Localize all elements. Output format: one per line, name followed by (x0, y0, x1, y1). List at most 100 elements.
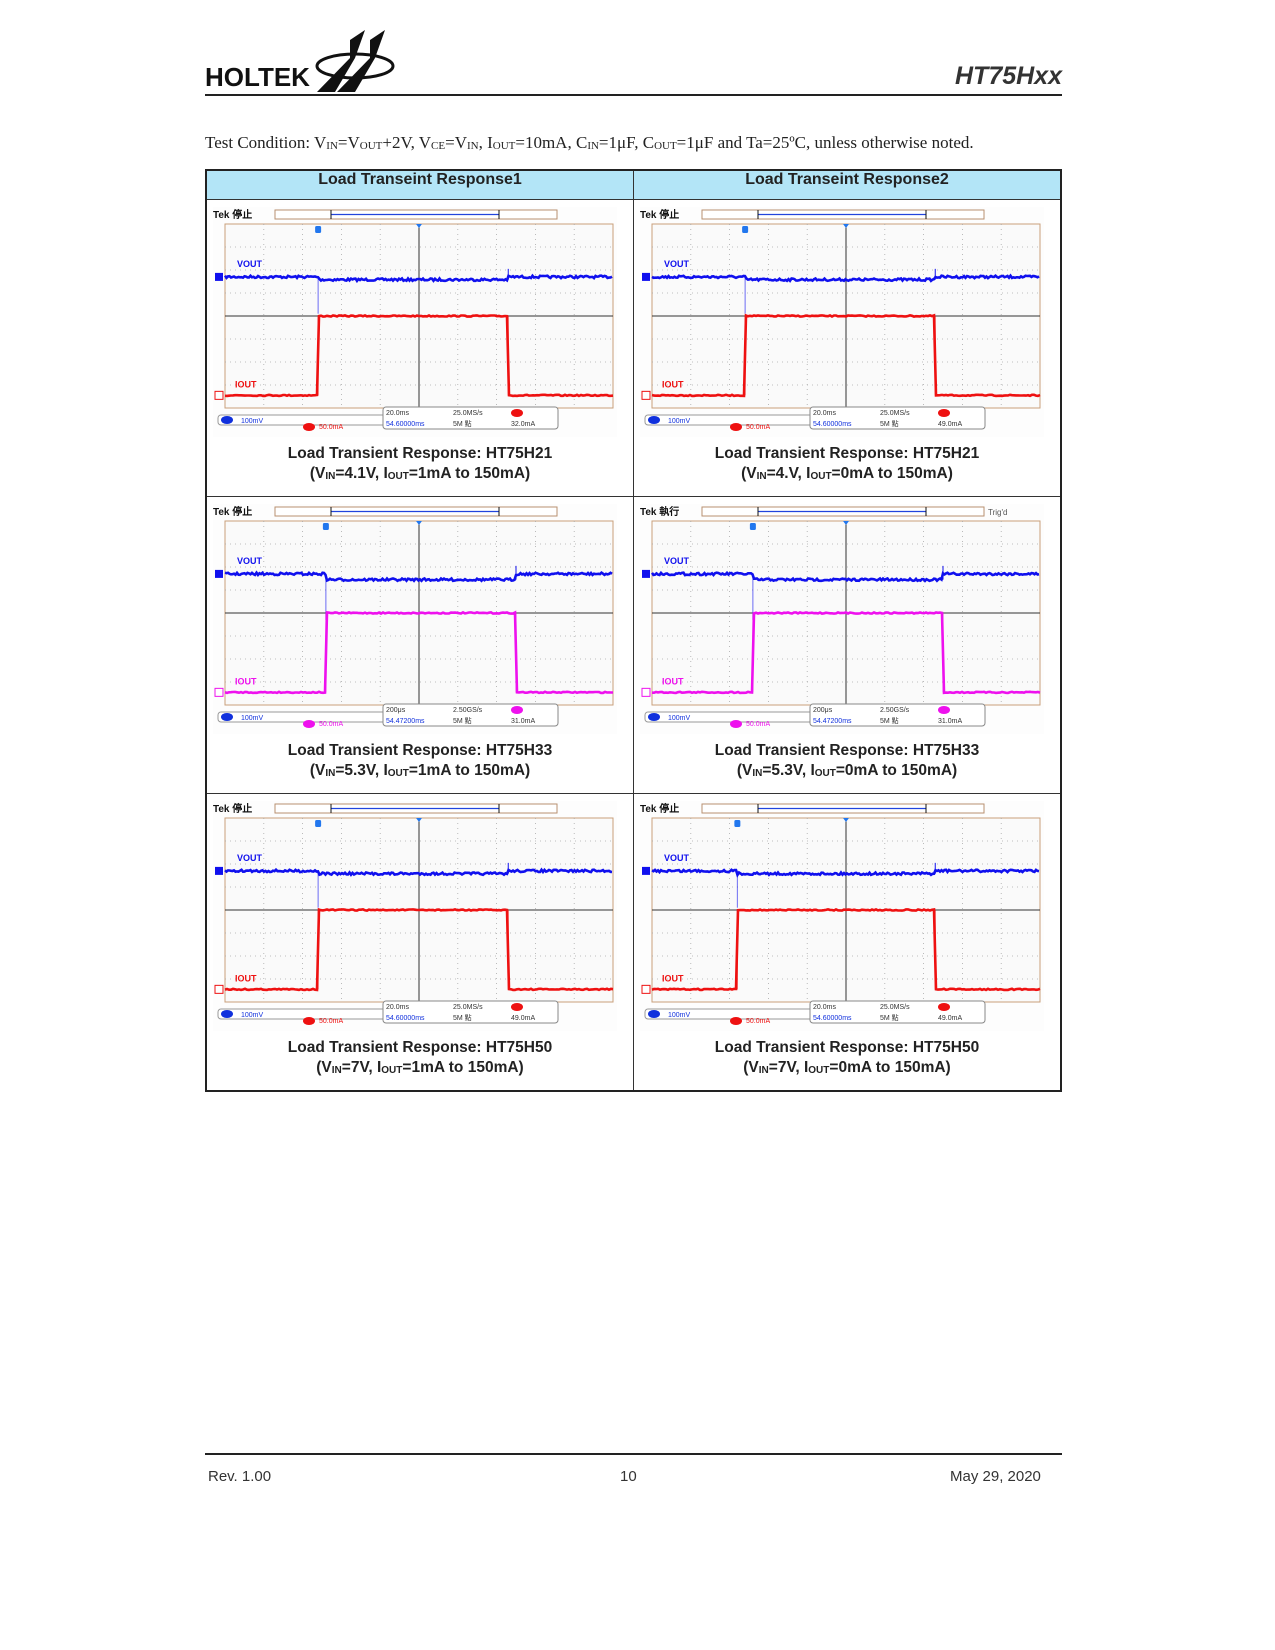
channel-1-scale: 100mV (668, 715, 691, 722)
trigger-level-value: 49.0mA (938, 421, 962, 428)
channel-2-marker (641, 687, 651, 697)
trigger-t-icon (315, 820, 322, 827)
vout-label: VOUT (664, 259, 690, 269)
scope-status-label: Tek 停止 (640, 208, 679, 221)
timebase-value: 200μs (813, 707, 833, 714)
panel-title: Load Transient Response: HT75H50 (714, 1039, 980, 1056)
panel-title: Load Transient Response: HT75H50 (287, 1039, 553, 1056)
channel-2-marker (641, 984, 651, 994)
panel-cell: Tek 執行Trig'd4VOUTIOUT100mV50.0mA200μs2.5… (633, 496, 1062, 794)
panel-cell: Tek 停止2VOUTIOUT100mV50.0mA20.0ms25.0MS/s… (633, 793, 1062, 1092)
vout-trace (651, 868, 1040, 878)
channel-1-marker (642, 569, 650, 578)
sample-rate-value: 25.0MS/s (453, 410, 483, 417)
trigger-source-badge (511, 409, 523, 417)
trigger-t-icon (749, 523, 756, 530)
trigger-source-badge (938, 1003, 950, 1011)
panel-conditions: (VIN=7V, IOUT=1mA to 150mA) (316, 1059, 524, 1076)
vout-trace (224, 867, 613, 877)
channel-2-scale: 50.0mA (746, 721, 770, 728)
channel-1-scale: 100mV (241, 1012, 264, 1019)
footer-page-number: 10 (620, 1468, 637, 1485)
trigger-position-value: 54.60000ms (813, 1015, 852, 1022)
channel-1-scale: 100mV (241, 715, 264, 722)
trigger-position-value: 54.47200ms (813, 718, 852, 725)
iout-label: IOUT (662, 676, 684, 686)
header-rule (205, 94, 1062, 96)
scope-status-label: Tek 執行 (640, 505, 679, 518)
vout-trace (651, 273, 1040, 283)
channel-2-badge (303, 720, 315, 728)
trigger-source-badge (938, 706, 950, 714)
iout-label: IOUT (235, 676, 257, 686)
trigger-position-marker (416, 818, 422, 822)
sample-rate-value: 2.50GS/s (880, 707, 910, 714)
trigger-position-value: 54.60000ms (386, 1015, 425, 1022)
record-length-value: 5M 點 (880, 716, 899, 725)
trigger-level-value: 32.0mA (511, 421, 535, 428)
timebase-value: 20.0ms (386, 410, 409, 417)
channel-1-scale: 100mV (668, 1012, 691, 1019)
channel-2-scale: 50.0mA (746, 1018, 770, 1025)
channel-2-badge (303, 1017, 315, 1025)
channel-2-marker (214, 984, 224, 994)
oscilloscope-screenshot: Tek 執行Trig'd4VOUTIOUT100mV50.0mA200μs2.5… (640, 504, 1044, 734)
iout-trace (652, 610, 1041, 695)
timebase-value: 20.0ms (813, 410, 836, 417)
channel-1-scale: 100mV (241, 418, 264, 425)
scope-status-label: Tek 停止 (213, 505, 252, 518)
channel-2-marker (214, 390, 224, 400)
trigger-level-value: 49.0mA (511, 1015, 535, 1022)
channel-1-badge (221, 416, 233, 424)
channel-1-badge (648, 1010, 660, 1018)
iout-trace (651, 313, 1041, 398)
sample-rate-value: 2.50GS/s (453, 707, 483, 714)
trigger-status: Trig'd (988, 508, 1007, 517)
channel-2-scale: 50.0mA (746, 424, 770, 431)
panel-title: Load Transient Response: HT75H21 (287, 445, 553, 462)
panel-cell: Tek 停止2VOUTIOUT100mV50.0mA20.0ms25.0MS/s… (633, 199, 1062, 497)
trigger-position-value: 54.60000ms (386, 421, 425, 428)
vout-label: VOUT (237, 853, 263, 863)
channel-1-marker (642, 866, 650, 875)
trigger-source-badge (511, 706, 523, 714)
timebase-value: 200μs (386, 707, 406, 714)
oscilloscope-screenshot: Tek 停止4VOUTIOUT100mV50.0mA200μs2.50GS/s5… (213, 504, 617, 734)
trigger-position-marker (416, 521, 422, 525)
channel-1-badge (221, 713, 233, 721)
timebase-value: 20.0ms (386, 1004, 409, 1011)
channel-2-marker (641, 390, 651, 400)
oscilloscope-screenshot: Tek 停止2VOUTIOUT100mV50.0mA20.0ms25.0MS/s… (640, 801, 1044, 1031)
record-length-value: 5M 點 (453, 716, 472, 725)
vout-trace (223, 273, 613, 284)
footer-revision: Rev. 1.00 (208, 1468, 272, 1485)
iout-label: IOUT (662, 973, 684, 983)
channel-2-marker (214, 687, 224, 697)
channel-1-badge (648, 713, 660, 721)
footer-date: May 29, 2020 (950, 1468, 1041, 1485)
oscilloscope-screenshot: Tek 停止2VOUTIOUT100mV50.0mA20.0ms25.0MS/s… (213, 801, 617, 1031)
panel-title: Load Transient Response: HT75H33 (287, 742, 553, 759)
channel-1-marker (215, 866, 223, 875)
vout-trace (650, 570, 1040, 583)
test-condition: Test Condition: VIN=VOUT+2V, VCE=VIN, IO… (205, 133, 974, 152)
channel-2-scale: 50.0mA (319, 424, 343, 431)
panel-conditions: (VIN=5.3V, IOUT=1mA to 150mA) (309, 762, 531, 779)
iout-trace (651, 907, 1041, 992)
panel-conditions: (VIN=7V, IOUT=0mA to 150mA) (743, 1059, 951, 1076)
trigger-t-icon (315, 226, 322, 233)
vout-label: VOUT (237, 556, 263, 566)
document-id: HT75Hxx (955, 62, 1062, 90)
record-length-value: 5M 點 (880, 419, 899, 428)
trigger-position-marker (843, 521, 849, 525)
iout-label: IOUT (662, 379, 684, 389)
sample-rate-value: 25.0MS/s (453, 1004, 483, 1011)
trigger-level-value: 49.0mA (938, 1015, 962, 1022)
footer-rule (205, 1453, 1062, 1455)
channel-1-badge (648, 416, 660, 424)
trigger-source-badge (938, 409, 950, 417)
scope-status-label: Tek 停止 (640, 802, 679, 815)
channel-1-marker (642, 272, 650, 281)
channel-2-badge (730, 720, 742, 728)
